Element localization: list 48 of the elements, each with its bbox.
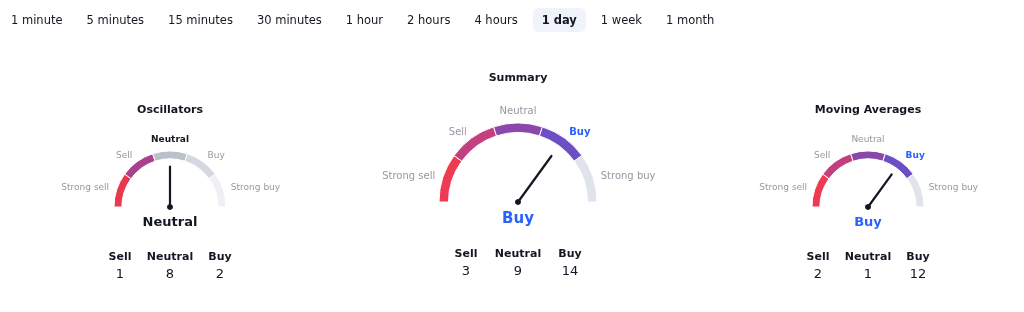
category-label: Buy [905, 250, 931, 263]
slice-label: Strong buy [928, 182, 979, 193]
category-label: 1 month [657, 8, 724, 32]
slice-label: Strong sell [61, 182, 110, 193]
text: Buy [502, 208, 535, 227]
category-label: Sell [107, 250, 133, 263]
data-label: 2 [812, 266, 824, 281]
category-label: 1 week [591, 8, 652, 32]
chart-title: Moving Averages [814, 103, 922, 116]
slice-label: Buy [569, 126, 591, 138]
chart-title: Summary [488, 71, 548, 84]
text: Neutral [142, 214, 198, 229]
data-label: 2 [214, 266, 226, 281]
category-label: 30 minutes [247, 8, 331, 32]
chart-title: Oscillators [137, 103, 204, 116]
text: Buy [854, 214, 883, 229]
slice-label: Sell [448, 126, 467, 138]
category-label: Neutral [145, 250, 195, 263]
category-label: Buy [207, 250, 233, 263]
category-label: 15 minutes [159, 8, 242, 32]
data-label: 1 [114, 266, 126, 281]
data-label: 12 [908, 266, 928, 281]
slice-label: Neutral [151, 133, 189, 144]
slice-label: Sell [116, 150, 133, 161]
slice-label: Sell [814, 150, 831, 161]
data-label: 3 [460, 263, 472, 278]
data-label: 8 [164, 266, 176, 281]
category-label: 2 hours [398, 8, 460, 32]
data-label: 9 [512, 263, 524, 278]
category-label: 5 minutes [77, 8, 154, 32]
category-label: Neutral [493, 247, 543, 260]
category-label: 1 minute [2, 8, 72, 32]
data-label: 14 [560, 263, 580, 278]
slice-label: Neutral [499, 104, 537, 116]
category-label: 4 hours [465, 8, 527, 32]
category-label: Sell [805, 250, 831, 263]
category-label: Buy [557, 247, 583, 260]
category-label: 1 day [532, 8, 586, 32]
slice-label: Buy [207, 150, 226, 161]
data-label: 1 [862, 266, 874, 281]
slice-label: Strong sell [382, 169, 436, 181]
slice-label: Strong buy [230, 182, 281, 193]
category-label: Neutral [843, 250, 893, 263]
category-label: Sell [453, 247, 479, 260]
slice-label: Strong sell [759, 182, 808, 193]
slice-label: Strong buy [600, 169, 656, 181]
slice-label: Buy [905, 150, 925, 161]
slice-label: Neutral [851, 133, 885, 144]
